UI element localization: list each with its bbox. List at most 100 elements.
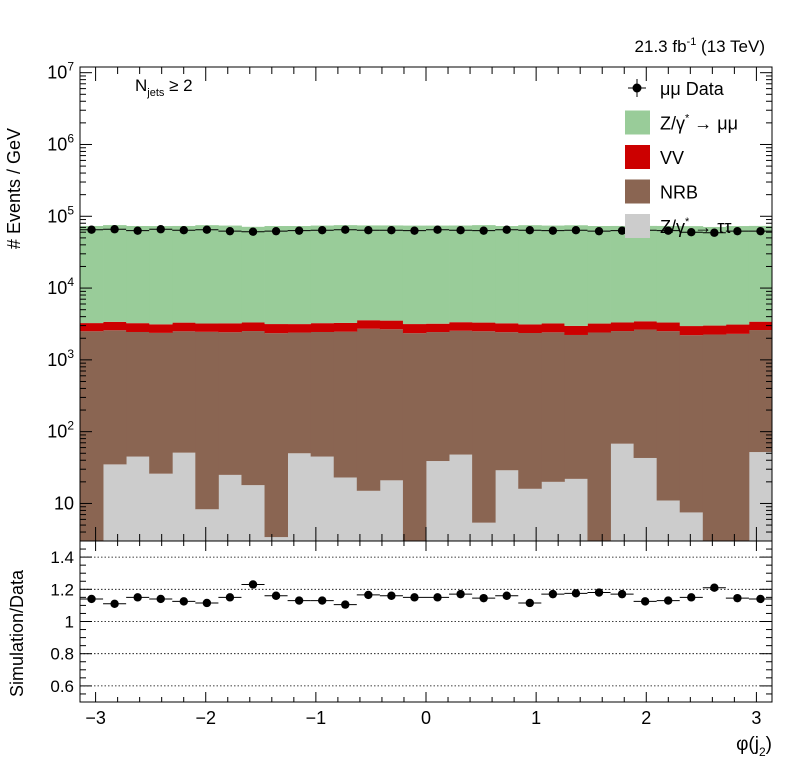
bar-nrb-14 [402, 333, 427, 541]
bar-z--22 [587, 226, 611, 324]
bar-nrb-18 [495, 332, 519, 471]
selection-label: Njets ≥ 2 [135, 76, 193, 99]
ratio-point-12 [364, 590, 373, 600]
bar-z--25 [656, 225, 681, 323]
bar-nrb-13 [379, 329, 404, 481]
ratio-point-22 [594, 588, 604, 597]
bar-nrb-12 [356, 328, 381, 491]
ratio-y-tick-label-4: 1.4 [50, 548, 74, 567]
top-y-tick-label-2: 102 [47, 419, 74, 442]
bar-z--18 [495, 470, 519, 541]
bar-nrb-20 [541, 332, 565, 482]
bar-z--9 [287, 453, 312, 541]
ratio-point-5 [202, 598, 212, 608]
ratio-point-26 [687, 593, 696, 602]
x-tick-label-5: 2 [641, 708, 651, 728]
bar-vv-3 [149, 324, 173, 333]
top-y-axis: 10 102 103 104 105 106 107 [47, 60, 772, 542]
data-point-8 [271, 226, 281, 236]
legend-swatch-2 [625, 145, 650, 169]
bar-vv-29 [748, 321, 773, 331]
data-point-11 [341, 225, 350, 234]
data-point-25 [664, 226, 673, 235]
bar-vv-6 [218, 323, 242, 333]
legend: μμ Data Z/γ* → μμ VV NRB Z/γ* → ττ [625, 79, 738, 238]
ratio-point-4 [179, 597, 188, 606]
legend-swatch-3 [625, 179, 650, 204]
data-point-27 [710, 228, 719, 237]
ratio-point-6 [225, 593, 235, 602]
bar-z--17 [472, 225, 496, 323]
data-point-15 [433, 225, 442, 234]
top-y-tick-label-4: 104 [47, 275, 74, 298]
bar-z--12 [356, 225, 381, 321]
legend-label-4: Z/γ* → ττ [660, 216, 732, 237]
ratio-point-9 [294, 596, 304, 605]
bar-z--14 [402, 225, 427, 325]
ratio-point-0 [87, 594, 96, 604]
bar-vv-10 [310, 323, 335, 332]
bar-vv-24 [633, 321, 658, 330]
x-tick-label-4: 1 [531, 708, 541, 728]
bar-vv-27 [702, 325, 727, 335]
ratio-point-8 [271, 591, 281, 600]
ratio-point-13 [387, 591, 396, 600]
bar-nrb-8 [264, 333, 288, 538]
ratio-point-27 [710, 583, 719, 592]
ratio-y-tick-label-3: 1.2 [50, 580, 74, 599]
bar-nrb-24 [633, 329, 658, 458]
bar-nrb-10 [310, 331, 335, 457]
legend-swatch-4 [625, 214, 650, 238]
data-point-18 [502, 225, 511, 234]
bar-z--10 [310, 225, 335, 324]
bar-z--2 [126, 225, 150, 324]
ratio-y-label: Simulation/Data [7, 569, 27, 697]
bar-nrb-19 [518, 333, 542, 489]
ratio-point-15 [433, 593, 442, 602]
bar-vv-18 [495, 323, 519, 333]
bar-vv-20 [541, 323, 565, 333]
bar-z--3 [149, 226, 173, 325]
ratio-point-24 [640, 597, 650, 606]
data-point-9 [294, 226, 304, 235]
top-x-ticks [95, 67, 757, 541]
bar-vv-16 [449, 322, 473, 331]
data-point-16 [456, 225, 465, 235]
ratio-point-18 [502, 591, 511, 600]
bar-z--23 [610, 443, 634, 541]
bar-z--17 [472, 522, 496, 541]
legend-swatch-1 [625, 110, 650, 135]
legend-label-3: NRB [660, 183, 698, 203]
bar-z--16 [449, 225, 473, 323]
data-point-13 [387, 225, 396, 235]
data-point-20 [548, 226, 558, 235]
bar-vv-17 [472, 322, 496, 332]
bar-z--2 [126, 456, 150, 541]
bar-vv-0 [80, 323, 104, 332]
top-y-label: # Events / GeV [4, 128, 24, 249]
bar-vv-21 [564, 325, 588, 335]
bar-vv-26 [679, 326, 704, 336]
bar-z--7 [241, 485, 265, 541]
bar-z--15 [426, 461, 450, 541]
bar-vv-23 [610, 322, 634, 332]
data-point-21 [571, 225, 581, 235]
bar-vv-2 [126, 323, 150, 332]
bar-vv-13 [379, 320, 404, 330]
bar-z--16 [449, 454, 473, 541]
bar-nrb-15 [426, 332, 450, 462]
x-axis: −3 −2 −1 0 1 2 3 [85, 541, 761, 728]
bar-nrb-7 [241, 331, 265, 486]
bar-z--10 [310, 456, 335, 541]
bar-z--19 [518, 488, 542, 541]
ratio-point-11 [341, 600, 350, 609]
x-tick-label-0: −3 [85, 708, 106, 728]
legend-label-2: VV [660, 148, 684, 168]
bar-z--13 [379, 225, 404, 321]
ratio-point-19 [525, 598, 534, 608]
bar-vv-25 [656, 322, 681, 332]
top-y-tick-label-7: 107 [47, 60, 74, 83]
data-point-29 [756, 226, 765, 236]
x-tick-label-6: 3 [751, 708, 761, 728]
bar-z--23 [610, 225, 634, 323]
